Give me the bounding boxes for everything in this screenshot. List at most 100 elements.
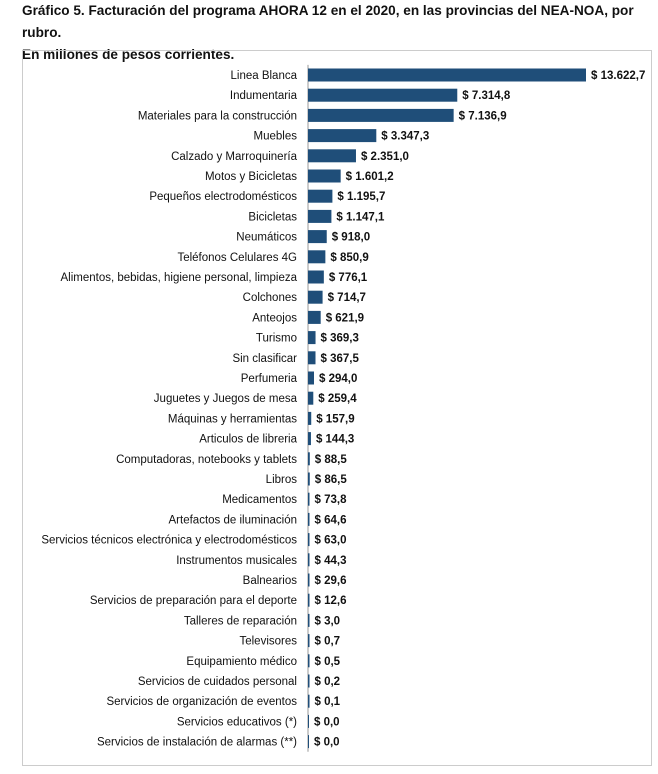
bar bbox=[308, 230, 327, 244]
value-label: $ 29,6 bbox=[315, 575, 347, 587]
value-label: $ 2.351,0 bbox=[361, 151, 409, 163]
chart-title-line1: Gráfico 5. Facturación del programa AHOR… bbox=[22, 3, 634, 40]
bar bbox=[308, 634, 310, 648]
value-label: $ 259,4 bbox=[318, 393, 357, 405]
bar bbox=[308, 714, 309, 728]
category-label: Servicios de organización de eventos bbox=[106, 696, 297, 708]
bar bbox=[308, 351, 316, 365]
category-label: Motos y Bicicletas bbox=[205, 171, 297, 183]
bar bbox=[308, 512, 310, 526]
category-label: Sin clasificar bbox=[232, 353, 297, 365]
bar bbox=[308, 371, 314, 385]
bar bbox=[308, 331, 316, 345]
category-label: Juguetes y Juegos de mesa bbox=[154, 393, 298, 405]
bar bbox=[308, 108, 454, 122]
bar bbox=[308, 613, 310, 627]
category-label: Neumáticos bbox=[236, 232, 297, 244]
value-label: $ 369,3 bbox=[321, 333, 359, 345]
value-label: $ 1.195,7 bbox=[337, 191, 385, 203]
bar bbox=[308, 88, 458, 102]
category-label: Indumentaria bbox=[230, 90, 298, 102]
bar bbox=[308, 573, 310, 587]
category-label: Talleres de reparación bbox=[184, 615, 297, 627]
bar bbox=[308, 290, 323, 304]
value-label: $ 0,0 bbox=[314, 737, 340, 749]
category-label: Servicios educativos (*) bbox=[177, 716, 297, 728]
bar bbox=[308, 411, 312, 425]
value-label: $ 0,5 bbox=[315, 656, 341, 668]
bar bbox=[308, 452, 310, 466]
value-label: $ 0,2 bbox=[315, 676, 341, 688]
bar bbox=[308, 694, 310, 708]
bar bbox=[308, 189, 333, 203]
category-label: Materiales para la construcción bbox=[138, 110, 297, 122]
category-label: Anteojos bbox=[252, 312, 297, 324]
value-label: $ 918,0 bbox=[332, 232, 370, 244]
bar bbox=[308, 472, 310, 486]
value-label: $ 88,5 bbox=[315, 454, 348, 466]
category-label: Perfumeria bbox=[241, 373, 298, 385]
bar bbox=[308, 129, 377, 143]
bar bbox=[308, 391, 314, 405]
category-label: Artefactos de iluminación bbox=[169, 514, 297, 526]
bar bbox=[308, 593, 310, 607]
bar bbox=[308, 149, 356, 163]
value-label: $ 3.347,3 bbox=[381, 131, 429, 143]
bars bbox=[308, 68, 586, 749]
value-label: $ 73,8 bbox=[315, 494, 348, 506]
bar bbox=[308, 209, 332, 223]
value-label: $ 0,7 bbox=[315, 636, 341, 648]
category-label: Servicios de preparación para el deporte bbox=[90, 595, 297, 607]
category-label: Medicamentos bbox=[222, 494, 297, 506]
category-label: Turismo bbox=[256, 333, 297, 345]
category-label: Computadoras, notebooks y tablets bbox=[116, 454, 297, 466]
value-label: $ 7.314,8 bbox=[462, 90, 511, 102]
category-label: Balnearios bbox=[243, 575, 298, 587]
category-label: Instrumentos musicales bbox=[176, 555, 297, 567]
category-label: Libros bbox=[266, 474, 298, 486]
bar bbox=[308, 250, 326, 264]
bar bbox=[308, 553, 310, 567]
chart-frame: Linea Blanca Indumentaria Materiales para … bbox=[22, 50, 652, 766]
value-labels: $ 13.622,7 $ 7.314,8 $ 7.136,9 $ 3.347,3 $ 2… bbox=[314, 70, 645, 749]
bar bbox=[308, 654, 310, 668]
value-label: $ 1.147,1 bbox=[336, 211, 385, 223]
category-label: Muebles bbox=[254, 131, 298, 143]
value-label: $ 621,9 bbox=[326, 312, 364, 324]
value-label: $ 850,9 bbox=[330, 252, 368, 264]
value-label: $ 0,0 bbox=[314, 716, 340, 728]
category-label: Servicios de instalación de alarmas (**) bbox=[97, 737, 297, 749]
bar bbox=[308, 169, 341, 183]
value-label: $ 86,5 bbox=[315, 474, 348, 486]
value-label: $ 1.601,2 bbox=[346, 171, 394, 183]
value-label: $ 714,7 bbox=[328, 292, 366, 304]
bar bbox=[308, 735, 309, 749]
category-label: Servicios técnicos electrónica y electro… bbox=[41, 535, 297, 547]
category-labels: Linea Blanca Indumentaria Materiales para … bbox=[41, 70, 297, 749]
category-label: Servicios de cuidados personal bbox=[138, 676, 297, 688]
value-label: $ 294,0 bbox=[319, 373, 357, 385]
category-label: Linea Blanca bbox=[231, 70, 298, 82]
bar-chart: Linea Blanca Indumentaria Materiales para … bbox=[41, 64, 645, 752]
bar bbox=[308, 310, 321, 324]
value-label: $ 63,0 bbox=[315, 535, 347, 547]
value-label: $ 776,1 bbox=[329, 272, 368, 284]
category-label: Alimentos, bebidas, higiene personal, li… bbox=[60, 272, 297, 284]
bar bbox=[308, 492, 310, 506]
value-label: $ 64,6 bbox=[315, 514, 347, 526]
value-label: $ 44,3 bbox=[315, 555, 347, 567]
category-label: Colchones bbox=[243, 292, 298, 304]
category-label: Equipamiento médico bbox=[186, 656, 297, 668]
category-label: Calzado y Marroquinería bbox=[171, 151, 298, 163]
category-label: Teléfonos Celulares 4G bbox=[177, 252, 297, 264]
category-label: Máquinas y herramientas bbox=[168, 413, 297, 425]
category-label: Televisores bbox=[239, 636, 297, 648]
bar bbox=[308, 674, 310, 688]
value-label: $ 3,0 bbox=[315, 615, 341, 627]
value-label: $ 367,5 bbox=[320, 353, 359, 365]
value-label: $ 7.136,9 bbox=[459, 110, 507, 122]
bar bbox=[308, 533, 310, 547]
bar bbox=[308, 270, 324, 284]
category-label: Articulos de libreria bbox=[199, 434, 297, 446]
category-label: Pequeños electrodomésticos bbox=[149, 191, 297, 203]
